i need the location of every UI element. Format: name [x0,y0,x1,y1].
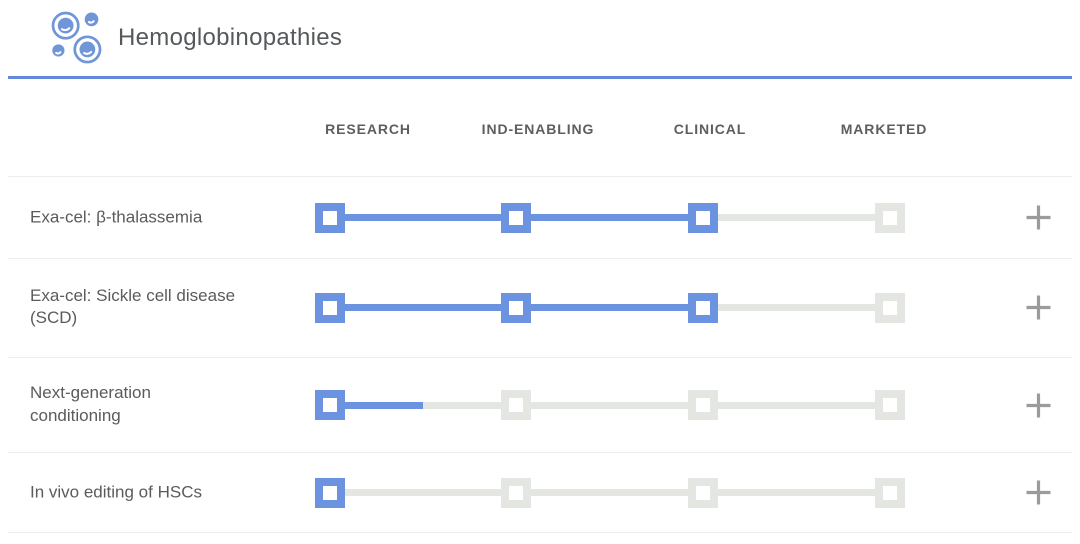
stage-column-headers: RESEARCH IND-ENABLING CLINICAL MARKETED [0,86,1080,172]
stage-marker-ind-enabling [501,390,531,420]
track-base [330,489,890,496]
stage-marker-marketed [875,202,905,233]
stage-track [315,358,935,452]
stage-marker-clinical [688,292,718,323]
expand-row-button[interactable] [1021,388,1055,422]
stage-track [315,453,935,532]
pipeline-row: Next-generation conditioning [8,358,1072,453]
stage-marker-research [315,477,345,508]
program-label: In vivo editing of HSCs [30,482,202,502]
column-header-ind-enabling: IND-ENABLING [481,121,595,137]
pipeline-row: Exa-cel: Sickle cell disease (SCD) [8,258,1072,358]
stage-marker-clinical [688,390,718,420]
plus-icon [1026,480,1050,505]
program-label: Next-generation conditioning [30,383,151,425]
pipeline-row: Exa-cel: β-thalassemia [8,176,1072,259]
stage-marker-ind-enabling [501,202,531,233]
expand-row-button[interactable] [1021,201,1055,235]
stage-marker-marketed [875,390,905,420]
stage-marker-marketed [875,292,905,323]
stage-marker-clinical [688,202,718,233]
program-label: Exa-cel: β-thalassemia [30,207,203,227]
blood-cells-icon [51,11,102,64]
track-progress [330,401,423,409]
stage-marker-research [315,390,345,420]
plus-icon [1026,393,1050,417]
track-base [330,401,890,409]
column-header-research: RESEARCH [325,121,411,137]
expand-row-button[interactable] [1021,291,1055,325]
header-divider [8,76,1072,79]
expand-row-button[interactable] [1021,476,1055,510]
column-header-marketed: MARKETED [840,121,928,137]
plus-icon [1026,205,1050,230]
column-header-clinical: CLINICAL [673,121,747,137]
stage-marker-marketed [875,477,905,508]
stage-marker-ind-enabling [501,477,531,508]
stage-marker-ind-enabling [501,292,531,323]
plus-icon [1026,295,1050,320]
program-label: Exa-cel: Sickle cell disease (SCD) [30,285,236,328]
stage-marker-clinical [688,477,718,508]
stage-marker-research [315,202,345,233]
pipeline-row: In vivo editing of HSCs [8,453,1072,533]
stage-track [315,177,935,258]
stage-track [315,258,935,357]
stage-marker-research [315,292,345,323]
page-title: Hemoglobinopathies [118,24,343,51]
